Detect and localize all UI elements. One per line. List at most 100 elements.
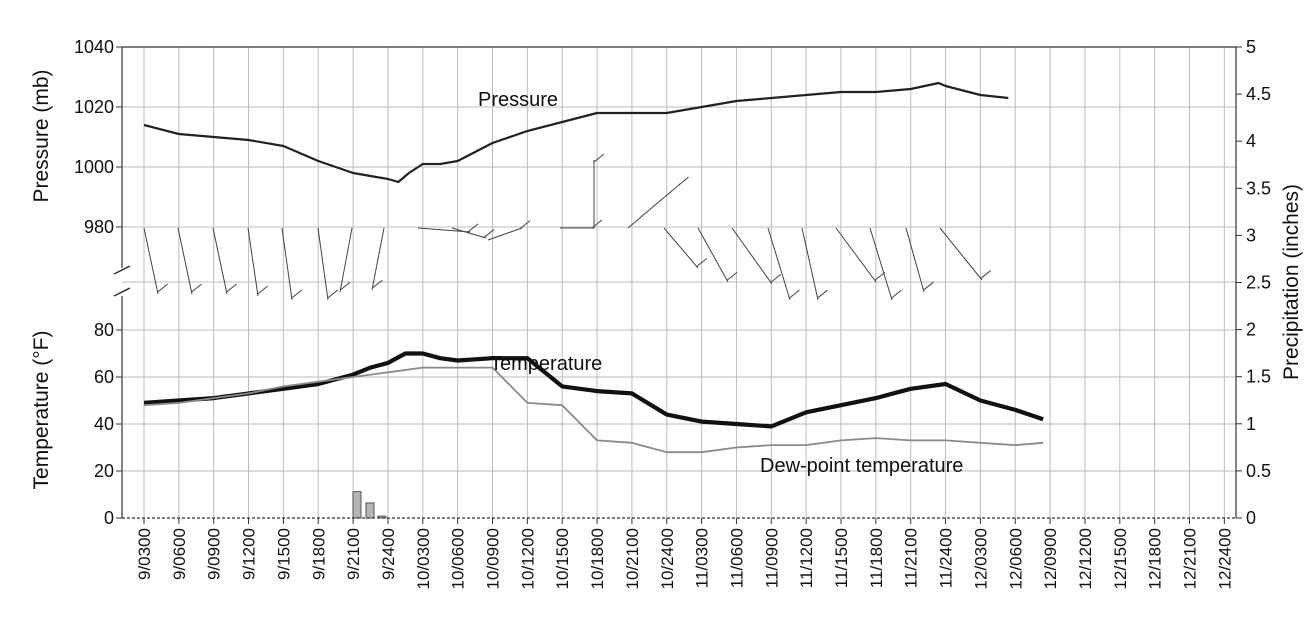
wind-barb-flag — [340, 281, 351, 291]
wind-barb-flag — [726, 271, 738, 281]
x-tick-label: 11/1200 — [797, 528, 816, 588]
pressure-tick-label: 980 — [84, 217, 114, 237]
series-line-pressure — [143, 81, 1009, 184]
wind-barb — [417, 227, 471, 233]
x-tick-label: 12/2400 — [1215, 528, 1234, 589]
x-tick-label: 9/1200 — [240, 528, 259, 580]
precipitation-axis-title: Precipitation (inches) — [1280, 184, 1303, 380]
x-tick-label: 10/0600 — [449, 528, 468, 589]
temperature-tick-label: 20 — [94, 461, 114, 481]
wind-barb — [939, 227, 983, 281]
temperature-tick-label: 80 — [94, 320, 114, 340]
wind-barb-flag — [157, 283, 168, 293]
x-tick-label: 12/0900 — [1041, 528, 1060, 589]
precipitation-tick-label: 2.5 — [1246, 273, 1271, 293]
wind-barb-flag — [291, 289, 303, 299]
wind-barb-flag — [980, 270, 992, 279]
x-tick-label: 9/0600 — [170, 528, 189, 580]
wind-barb — [767, 227, 791, 301]
wind-barb-flag — [678, 176, 689, 186]
x-tick-label: 11/0600 — [727, 528, 746, 588]
series-line-temperature — [143, 351, 1044, 429]
precipitation-tick-label: 2 — [1246, 320, 1256, 340]
wind-barb-flag — [191, 283, 202, 293]
wind-barb-flag — [257, 285, 269, 295]
wind-barb-flag — [327, 289, 339, 299]
wind-barb — [143, 227, 159, 295]
x-tick-label: 10/0900 — [484, 528, 503, 589]
x-tick-label: 9/2100 — [344, 528, 363, 580]
wind-barb — [731, 227, 773, 285]
dewpoint-series-label: Dew-point temperature — [760, 455, 963, 477]
wind-barb-flag — [593, 153, 605, 163]
wind-barb — [835, 227, 877, 283]
wind-barb-flag — [789, 289, 800, 299]
temperature-tick-label: 60 — [94, 367, 114, 387]
wind-barb — [697, 227, 729, 283]
x-tick-label: 12/1200 — [1076, 528, 1095, 589]
precipitation-bar — [352, 491, 362, 519]
precipitation-tick-label: 0.5 — [1246, 461, 1271, 481]
wind-barb — [317, 227, 329, 301]
wind-barb — [905, 227, 925, 293]
wind-barb-flag — [519, 220, 531, 230]
pressure-tick-label: 1020 — [74, 97, 114, 117]
temperature-tick-label: 0 — [104, 508, 114, 528]
wind-barb-flag — [817, 289, 828, 299]
x-tick-label: 11/2400 — [937, 528, 956, 588]
wind-barb-flag — [874, 272, 886, 281]
x-tick-label: 10/1500 — [553, 528, 572, 589]
wind-barb-flag — [770, 273, 782, 283]
series-line-dew-point-temperature — [143, 366, 1044, 454]
wind-barb-flag — [226, 283, 237, 293]
wind-barb-flag — [467, 223, 479, 233]
precipitation-tick-label: 3.5 — [1246, 178, 1271, 198]
pressure-series-label: Pressure — [478, 89, 558, 111]
wind-barb — [177, 227, 193, 295]
x-tick-label: 10/0300 — [414, 528, 433, 589]
x-tick-label: 11/2100 — [902, 528, 921, 588]
wind-barb-flag — [923, 281, 934, 291]
precipitation-tick-label: 0 — [1246, 508, 1256, 528]
wind-barb — [451, 227, 487, 239]
x-tick-label: 10/2100 — [623, 528, 642, 589]
precipitation-tick-label: 5 — [1246, 37, 1256, 57]
x-tick-label: 12/1500 — [1111, 528, 1130, 589]
temperature-axis-title: Temperature (°F) — [30, 331, 53, 490]
x-tick-label: 11/1800 — [867, 528, 886, 588]
x-tick-label: 10/1200 — [518, 528, 537, 589]
wind-barb — [339, 227, 353, 293]
wind-barb — [487, 227, 523, 241]
x-tick-label: 9/2400 — [379, 528, 398, 580]
axis-break-mark — [113, 265, 131, 275]
wind-barb — [371, 227, 385, 291]
x-tick-label: 9/0300 — [135, 528, 154, 580]
x-tick-label: 11/0300 — [693, 528, 712, 588]
wind-barb-flag — [696, 258, 708, 267]
wind-barb-flag — [891, 289, 902, 299]
x-tick-label: 9/0900 — [205, 528, 224, 580]
x-tick-label: 9/1800 — [309, 528, 328, 580]
x-tick-label: 10/1800 — [588, 528, 607, 589]
x-tick-label: 12/1800 — [1146, 528, 1165, 589]
precipitation-tick-label: 1 — [1246, 414, 1256, 434]
x-tick-label: 11/1500 — [832, 528, 851, 588]
pressure-tick-label: 1000 — [74, 157, 114, 177]
x-tick-label: 12/0300 — [971, 528, 990, 589]
wind-barb-flag — [483, 229, 495, 238]
precipitation-bars — [352, 491, 387, 519]
x-tick-label: 12/2100 — [1181, 528, 1200, 589]
precipitation-tick-label: 4.5 — [1246, 84, 1271, 104]
x-tick-label: 11/0900 — [762, 528, 781, 588]
wind-barb — [869, 227, 893, 301]
axis-break-mark — [113, 287, 131, 297]
x-tick-label: 10/2400 — [658, 528, 677, 589]
wind-barb — [247, 227, 259, 297]
series-lines — [143, 81, 1044, 454]
axes: 9/0300 9/0600 9/0900 9/1200 9/1500 9/1800 9/21… — [74, 37, 1271, 589]
wind-barb — [801, 227, 819, 301]
temperature-tick-label: 40 — [94, 414, 114, 434]
precipitation-bar — [365, 502, 375, 519]
